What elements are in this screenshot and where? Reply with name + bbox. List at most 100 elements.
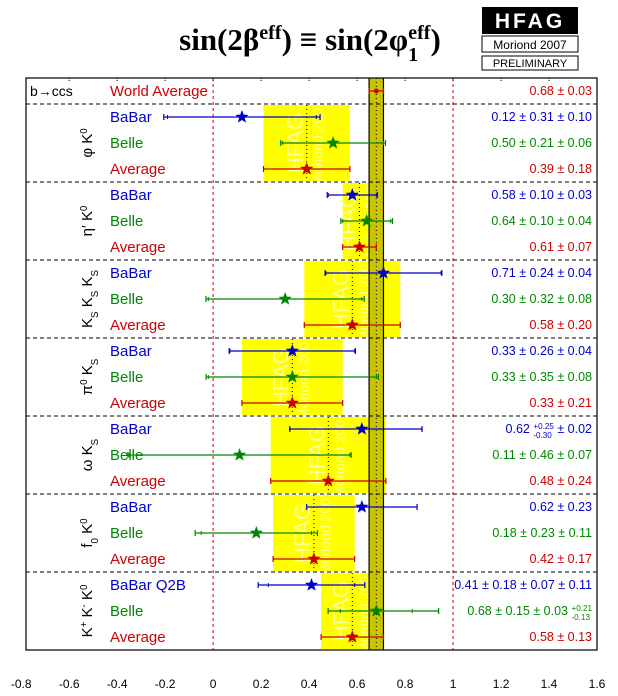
text-part: sin(2β	[179, 22, 259, 57]
x-tick-label: -0.4	[107, 677, 128, 691]
badge-status-box	[481, 55, 579, 71]
badge-logo-box	[482, 7, 578, 34]
star-marker	[352, 240, 367, 253]
row-name: Average	[110, 395, 166, 412]
value-label: 0.58 ± 0.10 ± 0.03	[491, 188, 592, 202]
value-label: 0.33 ± 0.21	[530, 396, 593, 410]
text-part: 0.50 ± 0.21 ± 0.06	[491, 136, 592, 150]
x-tick-label: 0.6	[349, 677, 366, 691]
group-label: ω KS	[79, 438, 101, 471]
x-tick-label: 1.2	[493, 677, 510, 691]
superscript: -	[79, 604, 90, 607]
text-part: 0.58 ± 0.10 ± 0.03	[491, 188, 592, 202]
text-part: 0.11 ± 0.46 ± 0.07	[492, 448, 592, 462]
superscript: 0	[79, 584, 90, 590]
value-label: 0.48 ± 0.24	[530, 474, 593, 488]
row-name: BaBar	[110, 343, 152, 360]
value-label: 0.64 ± 0.10 ± 0.04	[491, 214, 592, 228]
value-label: 0.58 ± 0.13	[530, 630, 593, 644]
star-marker	[285, 370, 299, 383]
value-label: 0.71 ± 0.24 ± 0.04	[491, 266, 592, 280]
group-label: φ K0	[79, 128, 97, 158]
row-name: World Average	[110, 83, 208, 100]
x-tick-label: -0.6	[59, 677, 80, 691]
superscript: 0	[79, 128, 90, 134]
row-name: BaBar Q2B	[110, 577, 186, 594]
star-marker	[355, 422, 369, 435]
value-label: 0.33 ± 0.26 ± 0.04	[491, 344, 592, 358]
world-average-marker	[373, 88, 379, 94]
superscript: eff	[259, 22, 282, 44]
x-tick-label: 0.8	[397, 677, 414, 691]
star-marker	[285, 344, 299, 357]
value-label: 0.62 ± 0.23	[530, 500, 593, 514]
superscript: +0.25	[533, 422, 554, 431]
group-label: f0 K0	[79, 518, 101, 548]
subscript: 0	[90, 537, 101, 543]
x-tick-label: 1	[450, 677, 457, 691]
value-label: 0.11 ± 0.46 ± 0.07	[492, 448, 592, 462]
superscript: +0.21	[571, 604, 592, 613]
subscript: -0.13	[571, 613, 590, 622]
row-name: Belle	[110, 369, 143, 386]
x-tick-label: -0.8	[11, 677, 32, 691]
text-part: )	[431, 22, 441, 57]
text-part: K	[79, 607, 96, 621]
text-part: 0.68 ± 0.03	[530, 84, 593, 98]
row-name: Belle	[110, 447, 143, 464]
superscript: +	[79, 621, 90, 627]
x-tick-label: 0.4	[301, 677, 318, 691]
x-tick-label: -0.2	[155, 677, 176, 691]
row-name: Average	[110, 551, 166, 568]
star-marker	[307, 552, 321, 565]
text-part: K	[79, 590, 96, 604]
star-marker	[278, 292, 292, 305]
star-marker	[369, 604, 383, 617]
value-label: 0.33 ± 0.35 ± 0.08	[491, 370, 592, 384]
subscript: S	[90, 270, 101, 277]
group-label: η′ K0	[79, 205, 97, 236]
star-marker	[304, 578, 319, 591]
superscript: 0	[79, 205, 90, 211]
text-part: 0.62	[506, 422, 534, 436]
text-part: K	[79, 297, 96, 311]
text-part: 0.12 ± 0.31 ± 0.10	[491, 110, 592, 124]
row-name: Belle	[110, 525, 143, 542]
row-name: Belle	[110, 135, 143, 152]
text-part: 0.39 ± 0.18	[530, 162, 593, 176]
text-part: 0.64 ± 0.10 ± 0.04	[491, 214, 592, 228]
row-name: Average	[110, 317, 166, 334]
star-marker	[345, 188, 359, 201]
text-part: 0.42 ± 0.17	[530, 552, 593, 566]
value-label: 0.61 ± 0.07	[530, 240, 593, 254]
watermark: Moriond 2007	[317, 490, 333, 576]
value-label: 0.12 ± 0.31 ± 0.10	[491, 110, 592, 124]
text-part: 0.33 ± 0.35 ± 0.08	[491, 370, 592, 384]
star-marker	[285, 396, 299, 409]
value-label: 0.58 ± 0.20	[530, 318, 593, 332]
star-marker	[300, 162, 314, 175]
value-label: 0.68 ± 0.15 ± 0.03 -0.13+0.21	[467, 604, 592, 622]
subscript: 1	[408, 44, 418, 66]
row-name: BaBar	[110, 109, 152, 126]
text-part: 0.18 ± 0.23 ± 0.11	[492, 526, 592, 540]
row-name: Average	[110, 473, 166, 490]
row-name: BaBar	[110, 421, 152, 438]
text-part: φ K	[79, 134, 96, 158]
text-part: f	[79, 543, 96, 548]
text-part: 0.30 ± 0.32 ± 0.08	[491, 292, 592, 306]
star-marker	[326, 136, 340, 149]
star-marker	[360, 214, 374, 227]
row-name: Average	[110, 239, 166, 256]
superscript: eff	[408, 22, 431, 44]
value-label: 0.50 ± 0.21 ± 0.06	[491, 136, 592, 150]
badge-conference-box	[481, 35, 579, 53]
subscript: -0.30	[533, 431, 552, 440]
value-label: 0.30 ± 0.32 ± 0.08	[491, 292, 592, 306]
row-name: Belle	[110, 291, 143, 308]
text-part: 0.33 ± 0.21	[530, 396, 593, 410]
value-label: 0.68 ± 0.03	[530, 84, 593, 98]
text-part: K	[79, 627, 96, 637]
text-part: 0.58 ± 0.20	[530, 318, 593, 332]
star-marker	[355, 500, 369, 513]
